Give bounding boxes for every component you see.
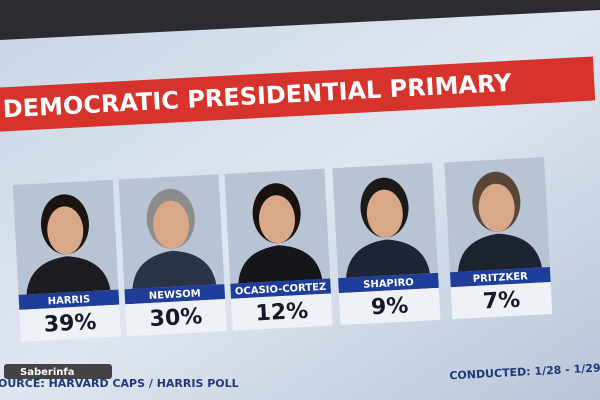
candidate-value: 7% (482, 288, 521, 315)
candidate-name: HARRIS (47, 294, 90, 307)
value-box (231, 293, 333, 331)
photo-face (366, 189, 403, 238)
candidate-value: 9% (370, 293, 409, 320)
value-box (450, 281, 553, 320)
photo-body (346, 239, 431, 278)
value-box (19, 304, 121, 342)
source: OURCE: HARVARD CAPS / HARRIS POLL (0, 377, 239, 390)
watermark-bg (4, 364, 112, 379)
candidate-name: NEWSOM (149, 288, 201, 302)
photo-body (457, 233, 542, 272)
photo-face (478, 183, 515, 232)
name-bar (18, 289, 120, 310)
name-bar (230, 278, 331, 299)
candidate-value: 39% (43, 310, 97, 338)
photo-face (153, 200, 190, 249)
name-bar (124, 284, 226, 305)
photo-body (26, 256, 111, 295)
photo-face (258, 195, 295, 244)
title-banner (0, 56, 596, 133)
name-bar (449, 267, 551, 288)
photo-body (238, 245, 323, 284)
candidate-name: SHAPIRO (363, 277, 414, 291)
name-bar (338, 272, 439, 294)
candidate-value: 30% (149, 304, 203, 332)
value-box (338, 287, 441, 326)
candidate-value: 12% (255, 299, 309, 327)
watermark: Saberinfa (20, 367, 74, 378)
candidate-name: OCASIO-CORTEZ (235, 282, 327, 298)
photo-face (47, 206, 84, 255)
candidate-name: PRITZKER (473, 271, 529, 285)
value-box (125, 299, 227, 337)
photo-body (132, 250, 217, 289)
